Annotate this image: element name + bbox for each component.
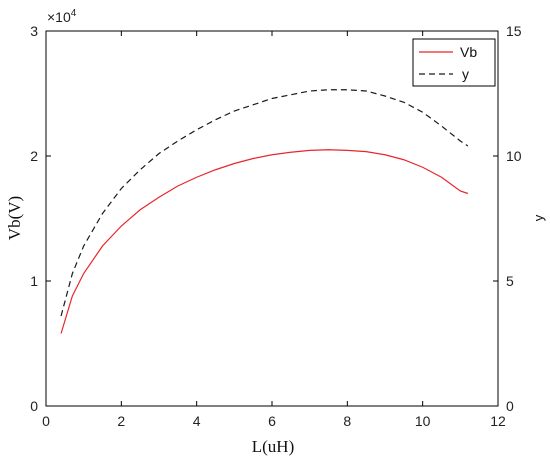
x-tick-label: 4 bbox=[193, 413, 201, 429]
y-multiplier-exp: 4 bbox=[71, 8, 77, 19]
legend-label-y: y bbox=[462, 66, 469, 82]
x-tick-label: 8 bbox=[343, 413, 351, 429]
legend: Vb y bbox=[412, 38, 496, 87]
y-tick-label: 3 bbox=[30, 23, 38, 39]
x-tick-label: 10 bbox=[415, 413, 431, 429]
x-tick-label: 0 bbox=[42, 413, 50, 429]
series-layer bbox=[60, 89, 469, 334]
y-tick-label: 0 bbox=[30, 398, 38, 414]
series-line-y bbox=[60, 89, 469, 317]
y2-tick-label: 10 bbox=[506, 148, 522, 164]
y-tick-label: 2 bbox=[30, 148, 38, 164]
x-axis-label: L(uH) bbox=[252, 437, 294, 456]
plot-area bbox=[45, 30, 499, 407]
plot-frame bbox=[45, 30, 499, 407]
y-tick-label: 1 bbox=[30, 273, 38, 289]
x-tick-label: 12 bbox=[490, 413, 506, 429]
y-axis-label: Vb(V) bbox=[5, 196, 24, 240]
x-tick-label: 2 bbox=[117, 413, 125, 429]
series-line-vb bbox=[60, 149, 469, 334]
y2-tick-label: 0 bbox=[506, 398, 514, 414]
y2-tick-label: 15 bbox=[506, 23, 522, 39]
legend-box bbox=[412, 38, 496, 87]
legend-label-vb: Vb bbox=[460, 44, 477, 60]
y2-tick-label: 5 bbox=[506, 273, 514, 289]
y2-axis-label: y bbox=[531, 214, 546, 221]
y-multiplier: ×104 bbox=[47, 8, 77, 25]
y-multiplier-base: ×10 bbox=[47, 9, 71, 25]
x-tick-label: 6 bbox=[268, 413, 276, 429]
